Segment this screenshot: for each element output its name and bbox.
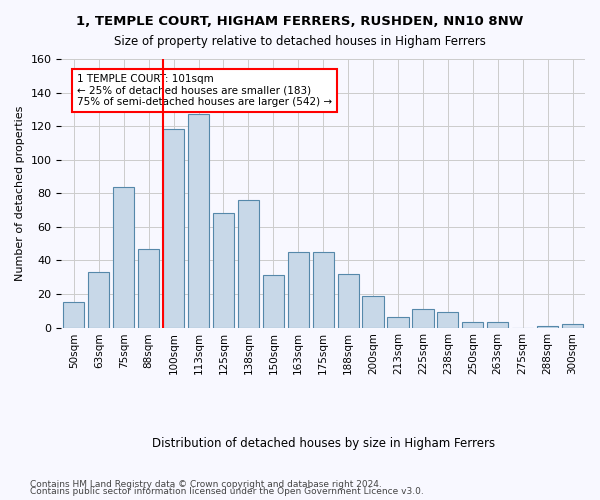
Bar [263, 276, 284, 328]
Bar [213, 214, 234, 328]
Bar [388, 318, 409, 328]
Bar [487, 322, 508, 328]
Bar [437, 312, 458, 328]
Bar [238, 200, 259, 328]
Y-axis label: Number of detached properties: Number of detached properties [15, 106, 25, 281]
Bar [287, 252, 309, 328]
Bar [537, 326, 558, 328]
Text: Size of property relative to detached houses in Higham Ferrers: Size of property relative to detached ho… [114, 35, 486, 48]
Bar [138, 248, 159, 328]
Bar [412, 309, 434, 328]
Text: Contains public sector information licensed under the Open Government Licence v3: Contains public sector information licen… [30, 487, 424, 496]
Bar [163, 130, 184, 328]
Bar [338, 274, 359, 328]
Bar [313, 252, 334, 328]
Text: 1 TEMPLE COURT: 101sqm
← 25% of detached houses are smaller (183)
75% of semi-de: 1 TEMPLE COURT: 101sqm ← 25% of detached… [77, 74, 332, 107]
Bar [63, 302, 85, 328]
Bar [462, 322, 484, 328]
Text: Contains HM Land Registry data © Crown copyright and database right 2024.: Contains HM Land Registry data © Crown c… [30, 480, 382, 489]
Bar [362, 296, 383, 328]
Bar [88, 272, 109, 328]
Bar [562, 324, 583, 328]
Bar [188, 114, 209, 328]
Bar [113, 186, 134, 328]
X-axis label: Distribution of detached houses by size in Higham Ferrers: Distribution of detached houses by size … [152, 437, 495, 450]
Text: 1, TEMPLE COURT, HIGHAM FERRERS, RUSHDEN, NN10 8NW: 1, TEMPLE COURT, HIGHAM FERRERS, RUSHDEN… [76, 15, 524, 28]
